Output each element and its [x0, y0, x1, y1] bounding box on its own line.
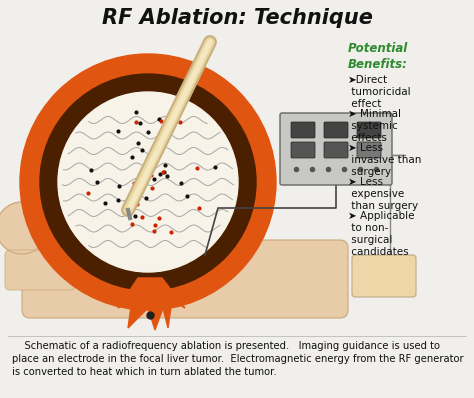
FancyBboxPatch shape [357, 142, 381, 158]
FancyBboxPatch shape [22, 240, 348, 318]
FancyBboxPatch shape [5, 250, 75, 290]
FancyBboxPatch shape [357, 122, 381, 138]
FancyBboxPatch shape [291, 142, 315, 158]
Text: ➤ Applicable
 to non-
 surgical
 candidates: ➤ Applicable to non- surgical candidates [348, 211, 414, 257]
FancyBboxPatch shape [280, 113, 392, 185]
Text: ➤ Less
 invasive than
 surgery: ➤ Less invasive than surgery [348, 143, 421, 177]
FancyBboxPatch shape [291, 122, 315, 138]
Circle shape [58, 92, 238, 272]
Circle shape [20, 54, 276, 310]
Circle shape [40, 74, 256, 290]
Text: ➤ Minimal
 systemic
 effects: ➤ Minimal systemic effects [348, 109, 401, 143]
FancyBboxPatch shape [352, 255, 416, 297]
Circle shape [0, 202, 48, 254]
Text: ➤ Less
 expensive
 than surgery: ➤ Less expensive than surgery [348, 177, 418, 211]
FancyBboxPatch shape [324, 122, 348, 138]
Text: ➤Direct
 tumoricidal
 effect: ➤Direct tumoricidal effect [348, 75, 410, 109]
FancyBboxPatch shape [324, 142, 348, 158]
Text: RF Ablation: Technique: RF Ablation: Technique [101, 8, 373, 28]
Text: Potential
Benefits:: Potential Benefits: [348, 42, 408, 71]
Polygon shape [118, 278, 185, 330]
Text: Schematic of a radiofrequency ablation is presented.   Imaging guidance is used : Schematic of a radiofrequency ablation i… [12, 341, 464, 377]
